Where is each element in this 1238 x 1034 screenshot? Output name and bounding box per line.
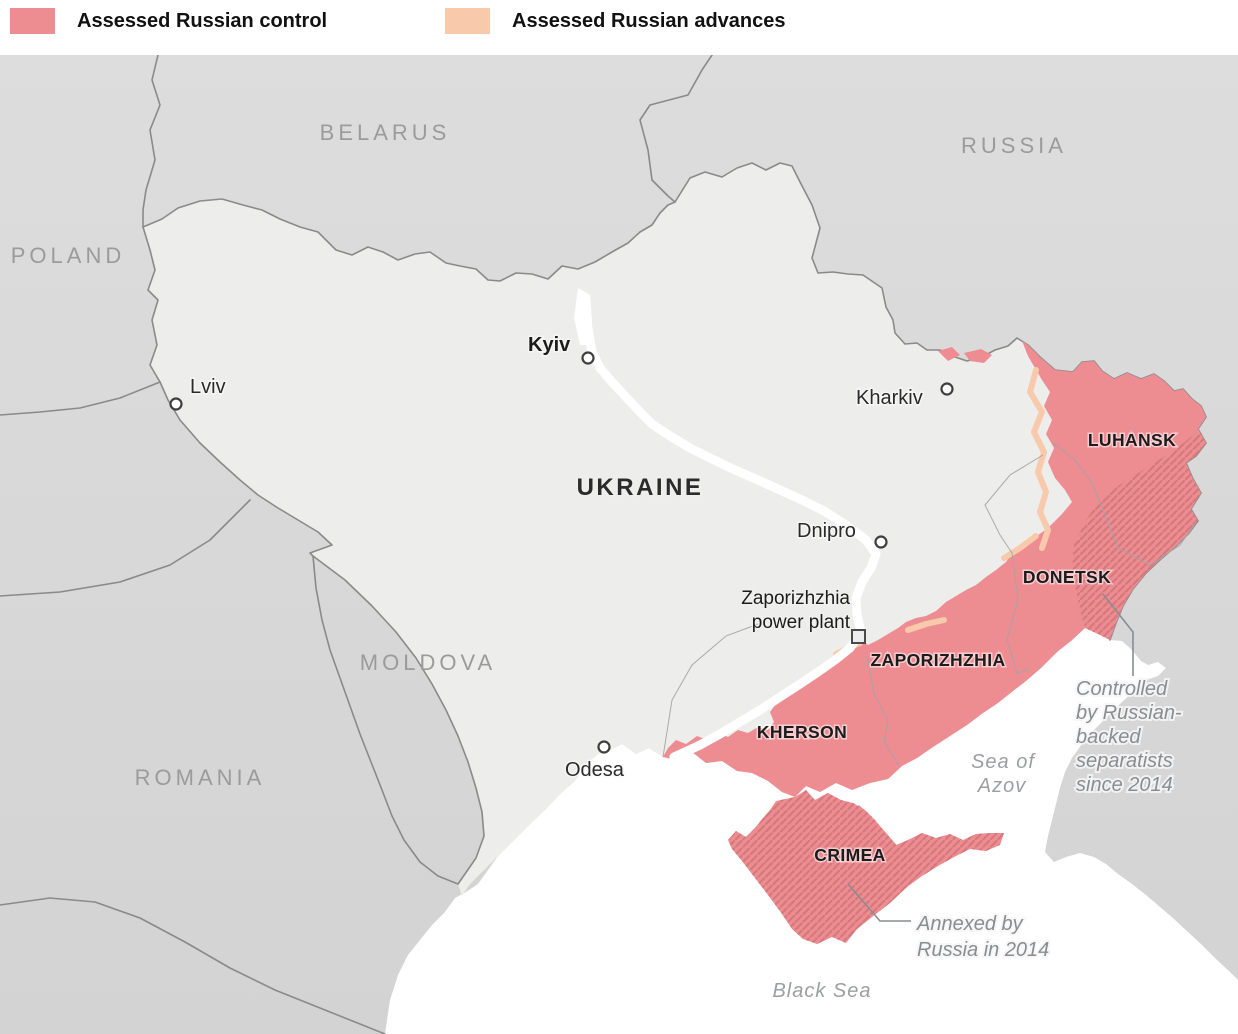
power-plant-marker xyxy=(851,629,866,644)
separatists-note-line3: backed xyxy=(1076,726,1141,748)
kyiv-marker xyxy=(581,351,595,365)
border-mykolaiv-kherson xyxy=(662,623,759,758)
border-poland-belarus xyxy=(142,55,161,228)
control-area-mainland xyxy=(663,341,1206,797)
advances-swatch-icon xyxy=(445,8,490,34)
city-label-odesa: Odesa xyxy=(565,759,625,781)
border-belarus-russia xyxy=(639,55,713,203)
markers xyxy=(169,351,954,754)
power-plant-label-line2: power plant xyxy=(752,612,851,633)
legend-item-control: Assessed Russian control xyxy=(10,8,327,34)
oblast-borders xyxy=(662,442,1197,765)
country-label-russia: RUSSIA xyxy=(961,133,1067,158)
advance-donetsk-front xyxy=(1001,533,1039,561)
river-dnieper xyxy=(579,295,881,762)
city-label-dnipro: Dnipro xyxy=(797,520,856,542)
separatists-note-line4: separatists xyxy=(1076,750,1173,772)
city-label-lviv: Lviv xyxy=(190,376,226,398)
border-hungary-romania xyxy=(0,499,251,597)
map-svg: POLAND BELARUS RUSSIA MOLDOVA ROMANIA UK… xyxy=(0,55,1238,1034)
border-romania-bulgaria xyxy=(0,897,386,1034)
country-label-moldova: MOLDOVA xyxy=(360,650,496,675)
legend-label-advances: Assessed Russian advances xyxy=(512,9,786,32)
separatists-note-line2: by Russian- xyxy=(1076,702,1182,724)
region-label-donetsk: DONETSK xyxy=(1023,567,1111,587)
hatch-donbas xyxy=(1072,430,1206,640)
sea-label-azov-line1: Sea of xyxy=(971,751,1036,773)
border-ukraine-west xyxy=(142,226,485,885)
border-moldova-romania xyxy=(312,555,459,885)
hatch-crimea xyxy=(728,790,1004,944)
power-plant-label-line1: Zaporizhzhia xyxy=(741,588,850,609)
dnipro-marker xyxy=(874,535,888,549)
region-label-luhansk: LUHANSK xyxy=(1088,430,1176,450)
region-label-zaporizhzhia: ZAPORIZHZHIA xyxy=(870,650,1005,670)
border-zaporizhzhia-kherson xyxy=(867,659,899,765)
sea-label-azov-line2: Azov xyxy=(977,775,1026,797)
advances-swatch xyxy=(445,8,490,34)
leader-lines xyxy=(847,593,1134,922)
region-label-crimea: CRIMEA xyxy=(814,845,885,865)
control-border-patch-1 xyxy=(938,347,960,361)
separatists-note-line5: since 2014 xyxy=(1076,774,1173,796)
country-label-belarus: BELARUS xyxy=(320,120,451,145)
border-kharkiv-luhansk xyxy=(984,454,1044,554)
control-swatch-icon xyxy=(10,8,55,34)
border-slovakia-hungary xyxy=(0,381,161,416)
advance-zaporizhzhia-front xyxy=(905,617,947,633)
country-label-romania: ROMANIA xyxy=(135,765,266,790)
country-label-ukraine: UKRAINE xyxy=(577,474,704,501)
legend-label-control: Assessed Russian control xyxy=(77,9,328,32)
crimea-note-line2: Russia in 2014 xyxy=(917,939,1049,961)
leader-separatists xyxy=(1102,593,1134,676)
country-label-poland: POLAND xyxy=(11,243,125,268)
control-border-patch-2 xyxy=(964,349,992,363)
lviv-marker xyxy=(169,397,183,411)
advance-luhansk-front xyxy=(1027,367,1051,551)
labels: POLAND BELARUS RUSSIA MOLDOVA ROMANIA UK… xyxy=(11,120,1184,1002)
sea-label-black-sea: Black Sea xyxy=(772,980,871,1002)
city-label-kharkiv: Kharkiv xyxy=(856,387,923,409)
leader-crimea-note xyxy=(847,883,911,922)
kharkiv-marker xyxy=(940,382,954,396)
region-label-kherson: KHERSON xyxy=(757,722,847,742)
crimea-note-line1: Annexed by xyxy=(916,913,1024,935)
separatists-note-line1: Controlled xyxy=(1076,678,1168,700)
odesa-marker xyxy=(597,740,611,754)
city-label-kyiv: Kyiv xyxy=(528,334,571,356)
border-luhansk-donetsk xyxy=(1052,442,1197,566)
border-donetsk-zaporizhzhia xyxy=(1006,552,1029,674)
hatch-overlays xyxy=(728,430,1206,944)
map: POLAND BELARUS RUSSIA MOLDOVA ROMANIA UK… xyxy=(0,55,1238,1034)
rivers xyxy=(574,288,881,762)
legend: Assessed Russian control Assessed Russia… xyxy=(0,0,1238,55)
legend-item-advances: Assessed Russian advances xyxy=(445,8,786,34)
control-swatch xyxy=(10,8,55,34)
